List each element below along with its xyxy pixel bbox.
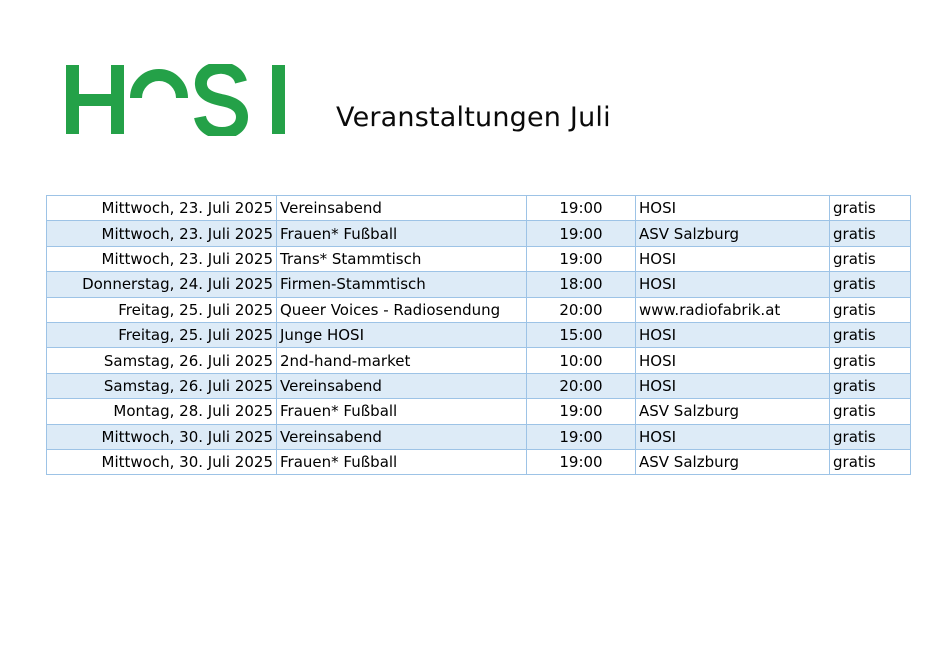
table-row: Freitag, 25. Juli 2025 Junge HOSI 15:00 HOS… (46, 321, 911, 348)
table-row: Samstag, 26. Juli 2025 2nd-hand-market 10:… (46, 347, 911, 374)
event-price-cell: gratis (829, 245, 911, 272)
table-row: Samstag, 26. Juli 2025 Vereinsabend 20:00 H… (46, 372, 911, 399)
table-row: Montag, 28. Juli 2025 Frauen* Fußball 19:0… (46, 398, 911, 425)
event-name-cell: Junge HOSI (276, 321, 527, 348)
event-price-cell: gratis (829, 194, 911, 221)
table-row: Freitag, 25. Juli 2025 Queer Voices - Rad… (46, 296, 911, 323)
event-date-cell: Freitag, 25. Juli 2025 (46, 321, 277, 348)
event-date-cell: Samstag, 26. Juli 2025 (46, 372, 277, 399)
event-date-cell: Donnerstag, 24. Juli 2025 (46, 271, 277, 298)
table-row: Mittwoch, 23. Juli 2025 Frauen* Fußball 19… (46, 220, 911, 247)
events-table: Mittwoch, 23. Juli 2025 Vereinsabend 19:00… (46, 194, 911, 476)
event-name-cell: Vereinsabend (276, 423, 527, 450)
event-price-cell: gratis (829, 347, 911, 374)
event-price-cell: gratis (829, 271, 911, 298)
table-row: Mittwoch, 30. Juli 2025 Frauen* Fußball 19… (46, 448, 911, 475)
event-location-cell: ASV Salzburg (635, 220, 830, 247)
event-location-cell: HOSI (635, 194, 830, 221)
event-time-cell: 19:00 (526, 220, 636, 247)
event-name-cell: Vereinsabend (276, 372, 527, 399)
table-row: Donnerstag, 24. Juli 2025 Firmen-Stammtis… (46, 271, 911, 298)
event-date-cell: Mittwoch, 23. Juli 2025 (46, 245, 277, 272)
event-date-cell: Mittwoch, 30. Juli 2025 (46, 448, 277, 475)
events-table-body: Mittwoch, 23. Juli 2025 Vereinsabend 19:00… (46, 194, 911, 475)
event-date-cell: Mittwoch, 23. Juli 2025 (46, 194, 277, 221)
event-date-cell: Samstag, 26. Juli 2025 (46, 347, 277, 374)
event-time-cell: 18:00 (526, 271, 636, 298)
event-name-cell: Trans* Stammtisch (276, 245, 527, 272)
event-location-cell: HOSI (635, 423, 830, 450)
event-location-cell: ASV Salzburg (635, 398, 830, 425)
event-location-cell: HOSI (635, 271, 830, 298)
page-title: Veranstaltungen Juli (336, 102, 611, 133)
event-date-cell: Freitag, 25. Juli 2025 (46, 296, 277, 323)
event-time-cell: 19:00 (526, 423, 636, 450)
event-name-cell: Firmen-Stammtisch (276, 271, 527, 298)
table-row: Mittwoch, 30. Juli 2025 Vereinsabend 19:00… (46, 423, 911, 450)
event-price-cell: gratis (829, 321, 911, 348)
event-date-cell: Montag, 28. Juli 2025 (46, 398, 277, 425)
table-row: Mittwoch, 23. Juli 2025 Trans* Stammtisch… (46, 245, 911, 272)
event-price-cell: gratis (829, 448, 911, 475)
table-row: Mittwoch, 23. Juli 2025 Vereinsabend 19:00… (46, 194, 911, 221)
event-location-cell: ASV Salzburg (635, 448, 830, 475)
event-name-cell: Frauen* Fußball (276, 398, 527, 425)
hosi-logo (66, 64, 285, 136)
event-date-cell: Mittwoch, 30. Juli 2025 (46, 423, 277, 450)
event-time-cell: 19:00 (526, 245, 636, 272)
event-location-cell: HOSI (635, 245, 830, 272)
event-price-cell: gratis (829, 372, 911, 399)
event-price-cell: gratis (829, 423, 911, 450)
event-name-cell: Queer Voices - Radiosendung (276, 296, 527, 323)
event-time-cell: 20:00 (526, 296, 636, 323)
event-location-cell: HOSI (635, 321, 830, 348)
event-time-cell: 20:00 (526, 372, 636, 399)
event-time-cell: 15:00 (526, 321, 636, 348)
event-name-cell: Vereinsabend (276, 194, 527, 221)
event-location-cell: www.radiofabrik.at (635, 296, 830, 323)
event-time-cell: 19:00 (526, 194, 636, 221)
event-price-cell: gratis (829, 220, 911, 247)
event-time-cell: 10:00 (526, 347, 636, 374)
event-date-cell: Mittwoch, 23. Juli 2025 (46, 220, 277, 247)
event-time-cell: 19:00 (526, 448, 636, 475)
event-price-cell: gratis (829, 398, 911, 425)
event-location-cell: HOSI (635, 347, 830, 374)
event-time-cell: 19:00 (526, 398, 636, 425)
event-price-cell: gratis (829, 296, 911, 323)
event-location-cell: HOSI (635, 372, 830, 399)
event-name-cell: 2nd-hand-market (276, 347, 527, 374)
event-name-cell: Frauen* Fußball (276, 220, 527, 247)
event-name-cell: Frauen* Fußball (276, 448, 527, 475)
